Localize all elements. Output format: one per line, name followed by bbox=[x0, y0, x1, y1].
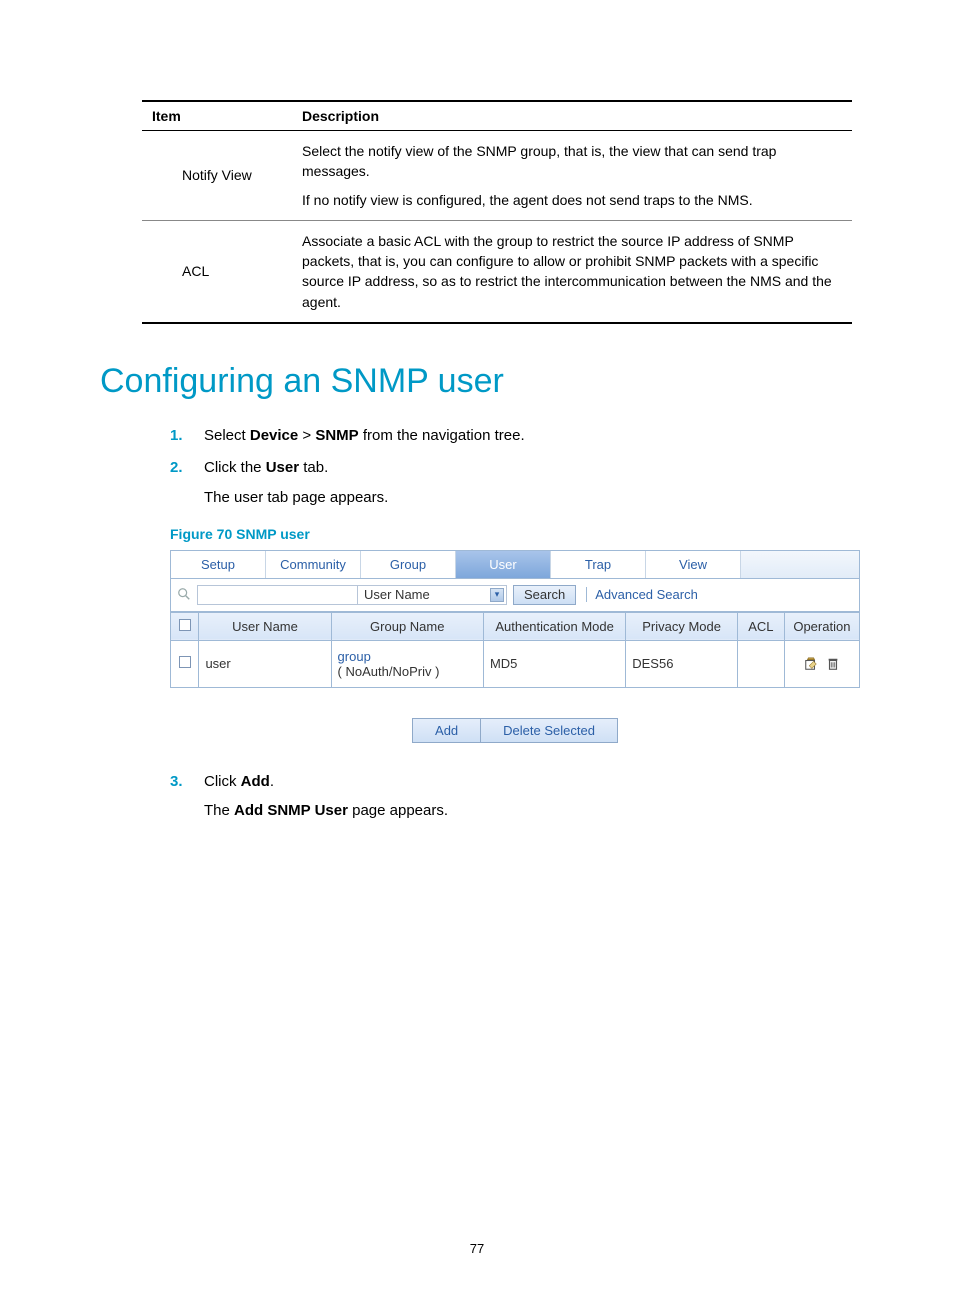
step-1: 1. Select Device > SNMP from the navigat… bbox=[170, 425, 854, 447]
step-text: Select bbox=[204, 427, 250, 444]
cell-description: Associate a basic ACL with the group to … bbox=[292, 220, 852, 323]
tab-view[interactable]: View bbox=[646, 551, 741, 578]
step-text: Click bbox=[204, 773, 241, 790]
fig-data-table: User Name Group Name Authentication Mode… bbox=[170, 612, 860, 688]
desc-paragraph: If no notify view is configured, the age… bbox=[302, 190, 848, 210]
chevron-down-icon: ▾ bbox=[490, 588, 504, 602]
step-3-sub: The Add SNMP User page appears. bbox=[204, 802, 854, 819]
step-bold: SNMP bbox=[315, 427, 358, 444]
table-row: Notify View Select the notify view of th… bbox=[142, 131, 852, 221]
tab-trap[interactable]: Trap bbox=[551, 551, 646, 578]
step-bold: Add SNMP User bbox=[234, 802, 348, 819]
step-body: Click Add. bbox=[204, 771, 854, 793]
step-text: page appears. bbox=[348, 802, 448, 819]
cell-operation bbox=[784, 640, 859, 687]
step-2-sub: The user tab page appears. bbox=[204, 489, 854, 506]
step-number: 3. bbox=[170, 771, 204, 793]
search-input[interactable] bbox=[197, 585, 357, 605]
cell-acl bbox=[738, 640, 785, 687]
step-bold: Add bbox=[241, 773, 270, 790]
cell-group-name: group ( NoAuth/NoPriv ) bbox=[331, 640, 483, 687]
step-bold: User bbox=[266, 459, 299, 476]
add-button[interactable]: Add bbox=[412, 718, 481, 743]
tab-spacer bbox=[741, 551, 859, 578]
figure-caption: Figure 70 SNMP user bbox=[170, 526, 854, 542]
cell-item: ACL bbox=[142, 220, 292, 323]
step-text: Click the bbox=[204, 459, 266, 476]
th-acl: ACL bbox=[738, 612, 785, 640]
delete-icon[interactable] bbox=[826, 657, 840, 671]
advanced-search-link[interactable]: Advanced Search bbox=[586, 587, 698, 602]
step-text: > bbox=[298, 427, 315, 444]
fig-actions: Add Delete Selected bbox=[170, 718, 860, 743]
step-bold: Device bbox=[250, 427, 298, 444]
row-checkbox[interactable] bbox=[179, 656, 191, 668]
step-text: . bbox=[270, 773, 274, 790]
fig-search-bar: User Name ▾ Search Advanced Search bbox=[170, 579, 860, 612]
search-field-label: User Name bbox=[364, 587, 430, 602]
th-auth-mode: Authentication Mode bbox=[483, 612, 625, 640]
desc-paragraph: Select the notify view of the SNMP group… bbox=[302, 141, 848, 182]
page-number: 77 bbox=[0, 1241, 954, 1256]
figure-snmp-user: Setup Community Group User Trap View Use… bbox=[170, 550, 860, 743]
edit-icon[interactable] bbox=[804, 657, 818, 671]
tab-group[interactable]: Group bbox=[361, 551, 456, 578]
search-field-select[interactable]: User Name ▾ bbox=[357, 585, 507, 605]
step-3: 3. Click Add. bbox=[170, 771, 854, 793]
table-row: ACL Associate a basic ACL with the group… bbox=[142, 220, 852, 323]
steps-list: 1. Select Device > SNMP from the navigat… bbox=[170, 425, 854, 819]
tab-setup[interactable]: Setup bbox=[171, 551, 266, 578]
th-user-name: User Name bbox=[199, 612, 331, 640]
tab-user[interactable]: User bbox=[456, 551, 551, 578]
cell-privacy-mode: DES56 bbox=[626, 640, 738, 687]
th-group-name: Group Name bbox=[331, 612, 483, 640]
description-table: Item Description Notify View Select the … bbox=[142, 100, 852, 324]
th-checkbox bbox=[171, 612, 199, 640]
step-number: 1. bbox=[170, 425, 204, 447]
step-text: The bbox=[204, 802, 234, 819]
select-all-checkbox[interactable] bbox=[179, 619, 191, 631]
group-link[interactable]: group bbox=[338, 649, 371, 664]
th-description: Description bbox=[292, 101, 852, 131]
th-item: Item bbox=[142, 101, 292, 131]
fig-tabs: Setup Community Group User Trap View bbox=[170, 550, 860, 579]
step-number: 2. bbox=[170, 457, 204, 479]
group-subtext: ( NoAuth/NoPriv ) bbox=[338, 664, 440, 679]
th-operation: Operation bbox=[784, 612, 859, 640]
step-text: tab. bbox=[299, 459, 328, 476]
step-body: Click the User tab. bbox=[204, 457, 854, 479]
search-icon bbox=[177, 587, 193, 603]
cell-description: Select the notify view of the SNMP group… bbox=[292, 131, 852, 221]
step-2: 2. Click the User tab. bbox=[170, 457, 854, 479]
section-title: Configuring an SNMP user bbox=[100, 362, 854, 401]
step-text: from the navigation tree. bbox=[359, 427, 525, 444]
cell-checkbox bbox=[171, 640, 199, 687]
th-privacy-mode: Privacy Mode bbox=[626, 612, 738, 640]
cell-item: Notify View bbox=[142, 131, 292, 221]
delete-selected-button[interactable]: Delete Selected bbox=[481, 718, 618, 743]
table-row: user group ( NoAuth/NoPriv ) MD5 DES56 bbox=[171, 640, 860, 687]
tab-community[interactable]: Community bbox=[266, 551, 361, 578]
cell-user-name: user bbox=[199, 640, 331, 687]
search-button[interactable]: Search bbox=[513, 585, 576, 605]
desc-paragraph: Associate a basic ACL with the group to … bbox=[302, 231, 848, 312]
step-body: Select Device > SNMP from the navigation… bbox=[204, 425, 854, 447]
cell-auth-mode: MD5 bbox=[483, 640, 625, 687]
